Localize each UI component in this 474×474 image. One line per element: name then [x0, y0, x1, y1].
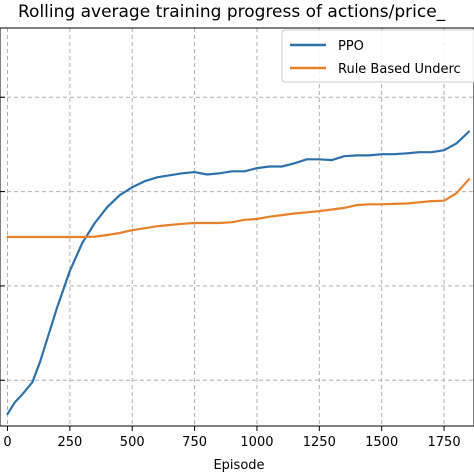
x-tick-label-4: 1000: [240, 435, 273, 450]
series-line-ppo: [6, 130, 471, 416]
legend-label-ppo: PPO: [338, 39, 364, 54]
legend-box: [281, 29, 474, 83]
series-line-rule-based: [6, 178, 471, 239]
x-axis-ticks: 0 250 500 750 1000 1250 1500 1750: [0, 96, 461, 450]
x-axis-label: Episode: [213, 458, 264, 473]
legend-label-rule-based: Rule Based Underc: [338, 62, 461, 77]
x-tick-label-5: 1250: [303, 435, 336, 450]
grid: [0, 28, 474, 426]
plot-frame: [0, 27, 474, 427]
x-tick-label-7: 1750: [428, 435, 461, 450]
x-tick-label-2: 500: [120, 435, 145, 450]
legend: PPO Rule Based Underc: [281, 29, 474, 83]
chart-title: Rolling average training progress of act…: [18, 2, 446, 22]
x-tick-label-3: 750: [182, 435, 207, 450]
x-tick-label-0: 0: [3, 435, 11, 450]
series-lines: [6, 130, 471, 416]
x-tick-label-6: 1500: [365, 435, 398, 450]
x-tick-label-1: 250: [57, 435, 82, 450]
